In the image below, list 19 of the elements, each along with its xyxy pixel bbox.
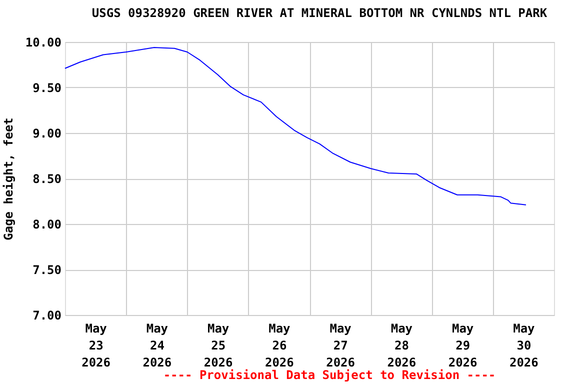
x-tick-label: May 27 2026 <box>326 322 356 370</box>
x-tick-label: May 26 2026 <box>264 322 294 370</box>
chart-title: USGS 09328920 GREEN RIVER AT MINERAL BOTTOM NR CYNLNDS NTL PARK <box>92 6 548 20</box>
x-tick-label: May 29 2026 <box>448 322 478 370</box>
x-tick-label: May 24 2026 <box>142 322 172 370</box>
x-tick-label: May 28 2026 <box>387 322 416 370</box>
y-tick-label: 8.50 <box>32 172 62 186</box>
y-tick-label: 9.00 <box>32 126 62 140</box>
y-tick-label: 10.00 <box>25 36 62 50</box>
y-tick-label: 8.00 <box>32 218 62 232</box>
line-series <box>64 46 526 206</box>
y-tick-label: 7.00 <box>32 308 62 322</box>
text: ---- Provisional Data Subject to Revision ---- <box>163 368 496 382</box>
x-tick-label: May 25 2026 <box>204 322 233 370</box>
x-tick-label: May 30 2026 <box>509 322 538 370</box>
y-axis-title: Gage height, feet <box>1 118 16 240</box>
x-tick-label: May 23 2026 <box>82 322 111 370</box>
y-tick-label: 9.50 <box>32 81 62 95</box>
y-tick-label: 7.50 <box>32 263 62 277</box>
